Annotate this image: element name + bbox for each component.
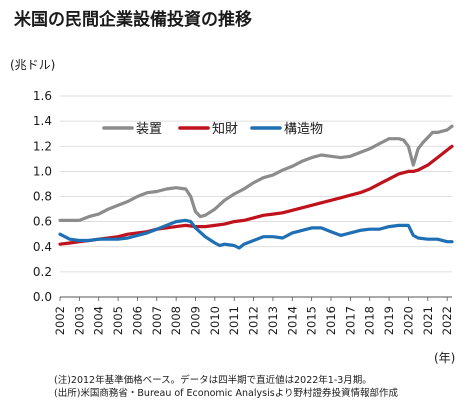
x-tick-label: 2015 (305, 306, 319, 335)
y-tick-label: 1.4 (33, 114, 52, 128)
x-tick-label: 2002 (53, 306, 67, 335)
x-tick-label: 2003 (72, 306, 86, 335)
series-line-2 (58, 218, 454, 250)
x-tick-label: 2009 (189, 306, 203, 335)
x-tick-label: 2004 (92, 306, 106, 335)
gridlines (60, 95, 452, 298)
legend-label-2: 構造物 (284, 122, 323, 137)
x-tick-label: 2010 (208, 306, 222, 335)
legend: 装置 知財 構造物 (102, 121, 323, 137)
chart-notes: (注)2012年基準価格ベース。データは四半期で直近値は2022年1-3月期。 … (54, 374, 398, 400)
x-unit-label: (年) (434, 351, 456, 365)
x-tick-label: 2011 (227, 306, 241, 335)
x-tick-label: 2014 (285, 306, 299, 335)
y-tick-label: 0.4 (33, 240, 52, 254)
series-lines (58, 124, 454, 250)
series-line-0 (58, 124, 454, 222)
y-unit-label: (兆ドル) (10, 58, 56, 72)
x-tick-label: 2007 (150, 306, 164, 335)
y-tick-label: 0.2 (33, 265, 52, 279)
y-tick-label: 0.8 (33, 190, 52, 204)
x-tick-label: 2013 (266, 306, 280, 335)
y-axis-ticks: 0.0 0.2 0.4 0.6 0.8 1.0 1.2 1.4 1.6 (33, 89, 52, 304)
legend-label-1: 知財 (212, 121, 238, 137)
legend-label-0: 装置 (136, 122, 162, 137)
x-tick-label: 2008 (169, 306, 183, 335)
y-tick-label: 0.6 (33, 215, 52, 229)
y-tick-label: 1.0 (33, 164, 52, 178)
y-tick-label: 1.6 (33, 89, 52, 103)
series-line-1 (58, 144, 454, 246)
x-tick-label: 2018 (363, 306, 377, 335)
chart-title: 米国の民間企業設備投資の推移 (14, 10, 252, 30)
x-tick-label: 2012 (247, 306, 261, 335)
x-tick-label: 2017 (343, 306, 357, 335)
x-tick-label: 2005 (111, 306, 125, 335)
x-tick-label: 2022 (440, 306, 454, 335)
x-tick-label: 2020 (401, 306, 415, 335)
x-tick-label: 2006 (130, 306, 144, 335)
y-tick-label: 0.0 (33, 290, 52, 304)
x-tick-label: 2019 (382, 306, 396, 335)
x-tick-label: 2021 (421, 306, 435, 335)
note-line-2: (出所)米国商務省・Bureau of Economic Analysisより野… (54, 388, 398, 399)
note-line-1: (注)2012年基準価格ベース。データは四半期で直近値は2022年1-3月期。 (54, 375, 372, 386)
x-axis-ticks: 2002 2003 2004 2005 2006 2007 2008 2009 2010 2011… (53, 297, 454, 335)
y-tick-label: 1.2 (33, 139, 52, 153)
x-tick-label: 2016 (324, 306, 338, 335)
